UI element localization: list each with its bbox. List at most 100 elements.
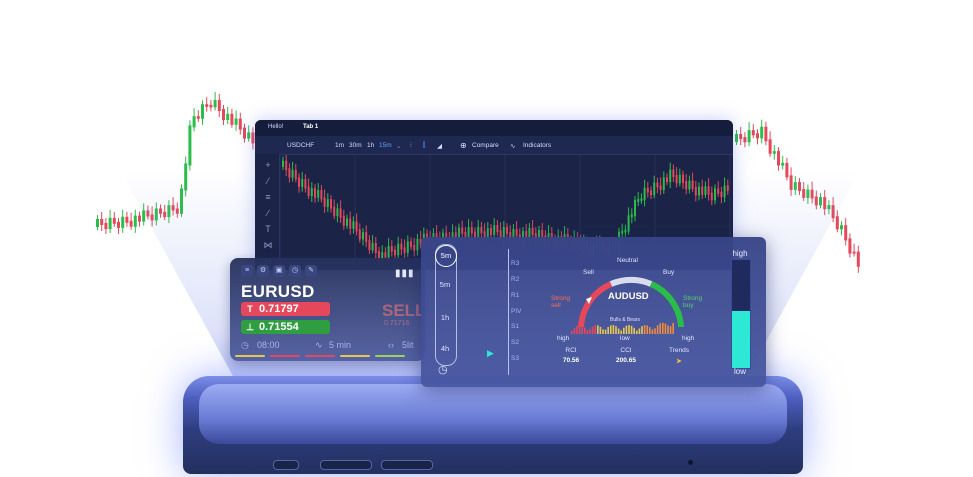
area-chart-icon[interactable]: ◢ [437, 143, 442, 150]
bar-style-icon[interactable]: ⫶ [410, 142, 412, 149]
menu-icon[interactable]: ≡ [241, 265, 253, 277]
trendline-icon[interactable]: ⁄ [267, 176, 269, 186]
candle [659, 185, 662, 190]
pulse-icon: ∿ [315, 340, 323, 350]
bulls-bears-bar [584, 327, 586, 334]
candle [213, 100, 217, 108]
candle [314, 188, 316, 198]
candle [352, 221, 355, 229]
bulls-bears-bar [594, 325, 596, 334]
level-r1: R1 [511, 292, 520, 299]
time-icon[interactable]: ◷ [289, 265, 301, 277]
candle [525, 231, 528, 239]
tab-hello[interactable]: Hello! [268, 124, 284, 130]
candle [142, 210, 146, 222]
candle [678, 174, 681, 184]
gauge-symbol: AUDUSD [608, 291, 649, 302]
symbol-title: EURUSD [241, 282, 315, 301]
candle [426, 233, 428, 240]
phone-screen [199, 384, 787, 444]
candle [848, 238, 852, 254]
bulls-bears-bar [573, 328, 576, 334]
bulls-bears-bar [643, 325, 646, 334]
candle [694, 187, 697, 196]
timeframe-5m-selected[interactable]: 5m [435, 245, 457, 267]
candle [108, 217, 112, 230]
bid-button[interactable]: ⊥ 0.71554 [241, 320, 330, 334]
level-s3: S3 [511, 355, 519, 362]
phone-microphone [688, 460, 693, 465]
candle [96, 219, 99, 227]
indicators-icon[interactable]: ∿ [510, 143, 516, 150]
tab-bar: Hello! Tab 1 [255, 120, 733, 136]
candle [339, 208, 342, 218]
candle [743, 137, 747, 143]
interval-30m[interactable]: 30m [349, 142, 362, 149]
settings-icon[interactable]: ⚙ [257, 265, 269, 277]
candle [390, 246, 393, 252]
candle [336, 208, 339, 217]
candle [496, 225, 499, 233]
candle [480, 226, 483, 234]
stat-rci-value: 70.56 [562, 357, 580, 364]
candle [397, 243, 400, 256]
brush-icon[interactable]: ∕ [267, 208, 269, 218]
candle [756, 133, 759, 139]
indicators-button[interactable]: Indicators [523, 142, 552, 149]
interval-1h[interactable]: 1h [367, 142, 375, 149]
candle [723, 185, 726, 198]
ask-button[interactable]: T 0.71797 [241, 302, 330, 316]
candle-style-icon[interactable]: ⫿ [423, 142, 426, 149]
candle [464, 231, 467, 239]
candle [384, 252, 387, 258]
candle [493, 225, 496, 236]
candle [704, 186, 707, 195]
text-icon[interactable]: T [265, 224, 271, 234]
candle [320, 190, 323, 200]
candle [435, 233, 438, 240]
candle [104, 223, 108, 230]
symbol-label[interactable]: USDCHF [287, 142, 315, 149]
candle [445, 232, 448, 239]
level-r3: R3 [511, 260, 520, 267]
candle [509, 232, 512, 240]
candle [840, 225, 843, 230]
candle [461, 227, 464, 234]
candle [400, 243, 403, 250]
save-icon[interactable]: ▣ [273, 265, 285, 277]
bulls-bears-bar [664, 323, 667, 334]
candle [477, 226, 480, 238]
status-stripe [270, 355, 300, 357]
compare-button[interactable]: Compare [472, 142, 499, 149]
timeframe-5m[interactable]: 5m [439, 280, 451, 289]
candle [294, 169, 297, 180]
candle [368, 240, 371, 251]
candle [739, 134, 743, 140]
candle [541, 230, 544, 238]
bulls-bears-bar [612, 325, 615, 334]
bulls-bears-bar [578, 325, 581, 334]
bulls-bears-bar [667, 325, 669, 334]
sell-label[interactable]: SELL [382, 301, 425, 320]
status-stripe [305, 355, 335, 357]
timeframe-1h[interactable]: 1h [440, 313, 450, 322]
stat-cci-label: CCI [620, 347, 632, 354]
candle [764, 126, 768, 142]
crosshair-icon[interactable]: + [265, 160, 271, 170]
pattern-icon[interactable]: ⋈ [263, 240, 273, 250]
interval-15m[interactable]: 15m [379, 142, 392, 149]
candle [307, 186, 310, 196]
candle [474, 231, 476, 238]
plus-circle-icon[interactable]: ⊕ [460, 141, 467, 150]
horizontal-lines-icon[interactable]: ≡ [265, 192, 271, 202]
chevron-down-icon[interactable]: ⌄ [396, 143, 402, 150]
candle [298, 177, 300, 187]
tab-1[interactable]: Tab 1 [303, 124, 319, 130]
candle [333, 206, 336, 217]
quote-card: ≡ ⚙ ▣ ◷ ✎ ▮▮▮ EURUSD T 0.71797 ⊥ 0.71554 S… [230, 258, 425, 361]
candle [630, 214, 633, 218]
draw-icon[interactable]: ✎ [305, 265, 317, 277]
candle [416, 238, 419, 251]
timeframe-4h[interactable]: 4h [440, 344, 450, 353]
interval-1m[interactable]: 1m [335, 142, 345, 149]
